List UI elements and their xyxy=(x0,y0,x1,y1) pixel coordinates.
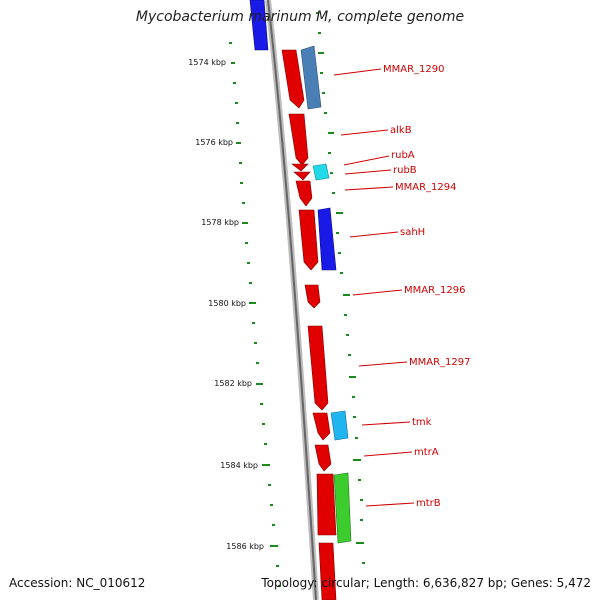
tick-label: 1578 kbp xyxy=(201,218,239,227)
tick-label: 1574 kbp xyxy=(188,58,226,67)
gene-block[interactable] xyxy=(330,410,349,441)
gene-label[interactable]: alkB xyxy=(390,125,412,136)
forward-genes xyxy=(281,49,337,600)
gene-label[interactable]: rubB xyxy=(393,165,417,176)
gene-label[interactable]: mtrA xyxy=(414,447,439,458)
tick-label: 1586 kbp xyxy=(226,542,264,551)
gene-label[interactable]: MMAR_1296 xyxy=(404,285,466,296)
gene-label[interactable]: MMAR_1297 xyxy=(409,357,471,368)
gene-block[interactable] xyxy=(298,209,319,271)
gene-block[interactable] xyxy=(314,444,332,472)
inner-tick-arc xyxy=(229,42,281,587)
gene-block[interactable] xyxy=(316,473,337,536)
gene-block[interactable] xyxy=(304,284,321,309)
gene-label[interactable]: MMAR_1290 xyxy=(383,64,445,75)
gene-block[interactable] xyxy=(307,325,329,411)
gene-block[interactable] xyxy=(333,472,352,544)
tick-label: 1576 kbp xyxy=(195,138,233,147)
gene-block[interactable] xyxy=(295,180,313,207)
gene-labels: MMAR_1290 alkB rubA rubB MMAR_1294 sahH … xyxy=(383,64,471,509)
gene-label[interactable]: mtrB xyxy=(416,498,441,509)
gene-block[interactable] xyxy=(288,113,309,166)
tick-label: 1582 kbp xyxy=(214,379,252,388)
gene-block[interactable] xyxy=(312,163,330,181)
gene-block[interactable] xyxy=(281,49,305,109)
topology-label: Topology: circular; Length: 6,636,827 bp… xyxy=(261,576,591,590)
gene-label[interactable]: sahH xyxy=(400,227,425,238)
outer-tick-arc xyxy=(316,12,365,564)
reverse-genes xyxy=(249,0,352,544)
tick-label: 1584 kbp xyxy=(220,461,258,470)
gene-block[interactable] xyxy=(312,412,331,441)
gene-block[interactable] xyxy=(300,45,322,110)
gene-block[interactable] xyxy=(293,171,311,181)
gene-block[interactable] xyxy=(317,207,337,271)
gene-block[interactable] xyxy=(291,163,309,172)
gene-label[interactable]: tmk xyxy=(412,417,432,428)
tick-labels: 1574 kbp 1576 kbp 1578 kbp 1580 kbp 1582… xyxy=(188,58,264,551)
accession-label: Accession: NC_010612 xyxy=(9,576,146,590)
tick-label: 1580 kbp xyxy=(208,299,246,308)
gene-label[interactable]: rubA xyxy=(391,150,415,161)
gene-block[interactable] xyxy=(318,542,337,600)
gene-block[interactable] xyxy=(249,0,269,51)
label-leaders xyxy=(333,68,415,507)
gene-label[interactable]: MMAR_1294 xyxy=(395,182,457,193)
genome-title: Mycobacterium marinum M, complete genome xyxy=(135,9,465,25)
